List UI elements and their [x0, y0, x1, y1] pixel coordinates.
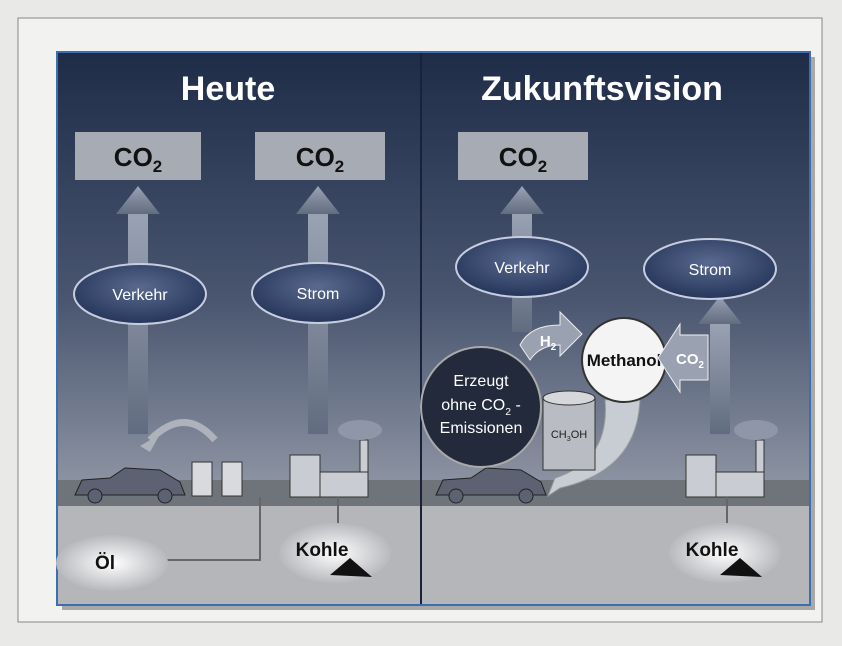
svg-text:Verkehr: Verkehr — [494, 260, 550, 277]
barrel: CH3OH — [542, 390, 596, 471]
car — [435, 467, 547, 504]
svg-text:Kohle: Kohle — [686, 540, 739, 561]
svg-text:Verkehr: Verkehr — [112, 287, 168, 304]
smoke — [734, 420, 778, 440]
source: Öl — [56, 535, 168, 591]
svg-text:Strom: Strom — [297, 286, 340, 303]
svg-text:Erzeugt: Erzeugt — [453, 373, 509, 390]
pipe — [165, 497, 261, 561]
producer: Erzeugt ohne CO2 - Emissionen — [420, 346, 542, 468]
co2-arrow: CO2 — [657, 322, 709, 394]
car — [74, 467, 186, 504]
svg-text:CH3OH: CH3OH — [551, 429, 587, 443]
svg-text:H2: H2 — [540, 333, 557, 353]
consumer: Strom — [643, 238, 777, 300]
source: Kohle — [669, 523, 781, 583]
source: Kohle — [279, 523, 391, 583]
methanol: Methanol — [581, 317, 667, 403]
svg-text:CO2: CO2 — [114, 142, 162, 176]
h2-arrow: H2 — [519, 310, 583, 361]
fuel-pumps — [191, 461, 243, 497]
factory — [685, 439, 765, 498]
svg-text:Emissionen: Emissionen — [440, 420, 523, 437]
arrowhead — [140, 434, 160, 452]
svg-text:Strom: Strom — [689, 262, 732, 279]
smoke — [338, 420, 382, 440]
co2-box: CO2 — [255, 132, 385, 180]
title: Zukunftsvision — [481, 70, 723, 108]
title: Heute — [181, 70, 275, 108]
svg-text:CO2: CO2 — [499, 142, 547, 176]
consumer: Strom — [251, 262, 385, 324]
svg-text:Öl: Öl — [95, 553, 115, 574]
co2-box: CO2 — [458, 132, 588, 180]
consumer: Verkehr — [73, 263, 207, 325]
consumer: Verkehr — [455, 236, 589, 298]
svg-text:ohne CO2 -: ohne CO2 - — [441, 397, 521, 418]
svg-text:Kohle: Kohle — [296, 540, 349, 561]
factory — [289, 439, 369, 498]
flow-arrow — [546, 394, 641, 498]
svg-text:CO2: CO2 — [296, 142, 344, 176]
co2-box: CO2 — [75, 132, 201, 180]
curve-arrow — [147, 419, 218, 443]
svg-text:Methanol: Methanol — [587, 351, 662, 370]
svg-text:CO2: CO2 — [676, 351, 705, 371]
